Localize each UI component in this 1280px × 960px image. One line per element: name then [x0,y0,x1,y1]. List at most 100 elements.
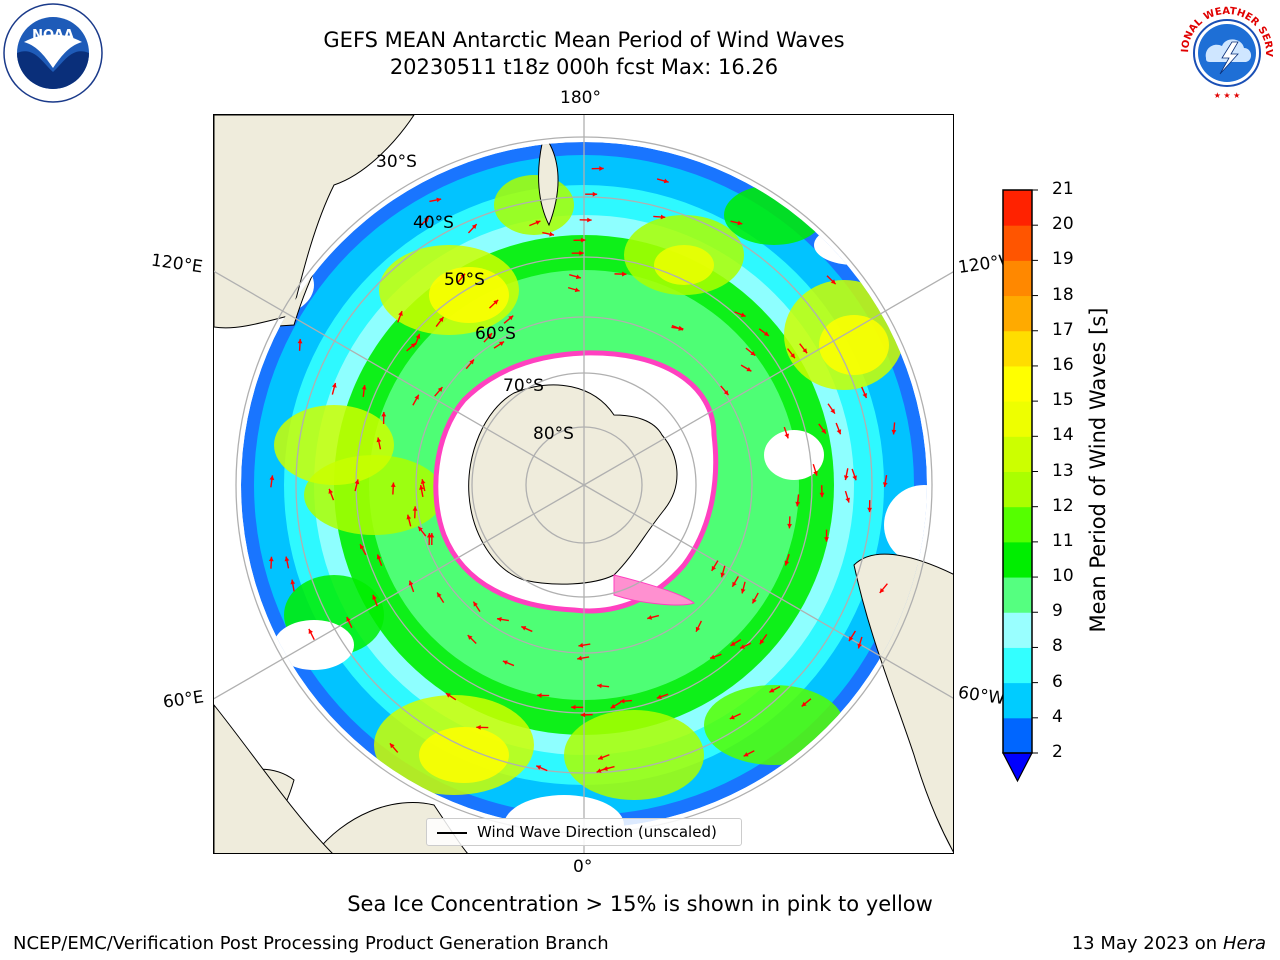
wave-arrow [783,426,790,439]
wave-arrow [420,479,426,492]
map-legend: Wind Wave Direction (unscaled) [426,818,742,846]
wave-arrow [695,620,703,633]
colorbar-segment [1003,190,1032,226]
wave-arrow [412,506,418,519]
colorbar-tick-label: 16 [1052,354,1074,375]
meridian-2 [583,484,953,699]
wave-arrow [619,698,633,704]
field-blob-9 [419,727,509,783]
colorbar-segment [1003,682,1032,719]
wave-arrow [406,514,412,527]
weddell-sea-ice [613,574,695,606]
wave-arrow [743,750,755,757]
wave-arrow [891,422,897,435]
wave-arrow [297,338,303,351]
wave-arrow [711,560,719,572]
wave-arrow [569,274,581,280]
field-blob-14 [494,175,574,235]
colorbar-tick-label: 2 [1052,742,1063,762]
colorbar-segment [1003,541,1032,578]
field-gap-5 [814,225,894,265]
colorbar-tick-label: 12 [1052,495,1074,516]
wave-arrow [414,333,421,346]
wave-arrow [529,220,541,227]
wave-arrow [819,485,825,498]
wave-arrow [397,310,403,323]
wave-arrow [493,340,505,349]
field-blob-3 [654,245,714,285]
wave-arrow [567,286,580,293]
wave-arrow [472,601,481,613]
lat-label-80s: 80°S [533,424,574,444]
wave-arrow [647,614,660,620]
chart-subtitle: 20230511 t18z 000h fcst Max: 16.26 [389,55,779,79]
lat-label-50s: 50°S [444,270,485,290]
field-blob-5 [819,315,889,375]
wave-arrow [851,468,857,481]
colorbar-segment [1003,365,1032,402]
wave-arrow [435,316,445,328]
wave-arrow [818,423,827,435]
meridian-1 [583,271,953,486]
colorbar-segment [1003,436,1032,472]
wave-arrow [709,653,722,660]
wave-arrow [419,484,424,497]
wave-arrow [784,553,790,566]
wave-arrow [751,592,759,604]
wave-arrow [844,490,850,503]
colorbar [1002,189,1038,783]
colorbar-tick-label: 15 [1052,390,1074,411]
wave-arrow [573,237,586,243]
wave-arrow [795,494,801,507]
wave-arrow [331,382,337,395]
credit-date: 13 May 2023 on Hera [1071,933,1266,954]
colorbar-tick-label: 9 [1052,601,1063,622]
wave-arrow [417,526,427,537]
colorbar-segment [1003,647,1032,684]
wave-arrow [826,275,837,285]
wave-arrow [729,713,741,720]
colorbar-segment [1003,717,1032,754]
wave-arrow [653,214,666,220]
wave-arrow [483,332,493,343]
field-blob-11 [704,685,844,765]
wave-arrow [465,359,475,370]
wave-arrow [882,474,888,488]
colorbar-segment [1003,225,1032,261]
wave-arrow [376,437,382,450]
wave-arrow [759,633,768,645]
graticule [214,115,953,853]
polar-map [213,114,954,854]
colorbar-extend [1002,752,1033,783]
wave-arrow [412,394,420,406]
wave-arrow [843,468,849,481]
wave-arrow [739,642,752,650]
wave-arrow [488,299,499,309]
wave-arrow [467,223,478,234]
lat-label-30s: 30°S [376,152,417,172]
field-gap-3 [274,620,354,670]
wave-arrow [361,384,367,398]
wind-wave-arrows [268,166,897,773]
field-blob-1 [429,267,509,323]
antarctic-continent [468,384,678,585]
wave-arrow [734,311,746,318]
wave-arrow [585,191,598,197]
field-gap-2 [764,430,824,480]
wave-arrow [812,464,818,476]
wave-arrow [390,482,396,495]
field-blob-12 [754,765,874,828]
colorbar-tick-label: 18 [1052,284,1074,305]
wave-arrow [521,625,533,633]
credit-machine: Hera [1222,933,1266,954]
wave-arrow [476,725,489,730]
wave-arrow [730,639,742,647]
sea-ice-caption: Sea Ice Concentration > 15% is shown in … [347,892,933,916]
wave-arrow [456,273,466,284]
colorbar-segment [1003,577,1032,613]
wave-arrow [577,655,590,661]
colorbar-segment [1003,260,1032,297]
lon-label-0: 0° [573,857,593,877]
wave-arrow [740,364,752,372]
wave-arrow [848,630,857,642]
